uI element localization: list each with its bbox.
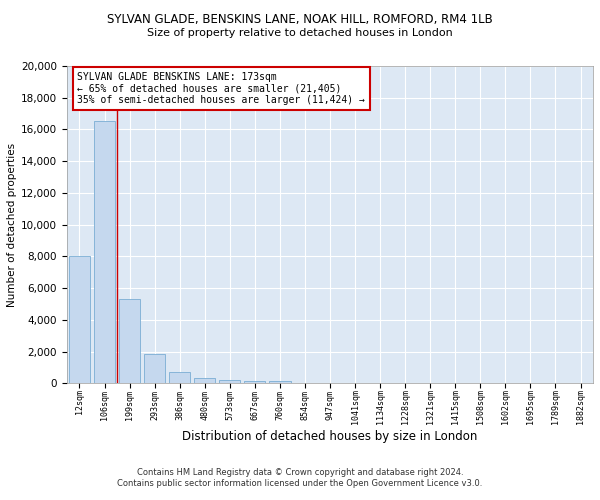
Bar	[69, 256, 90, 383]
X-axis label: Distribution of detached houses by size in London: Distribution of detached houses by size …	[182, 430, 478, 443]
Bar	[144, 354, 165, 383]
Bar	[119, 299, 140, 383]
Text: Contains HM Land Registry data © Crown copyright and database right 2024.
Contai: Contains HM Land Registry data © Crown c…	[118, 468, 482, 487]
Bar	[269, 381, 290, 383]
Bar	[169, 372, 190, 383]
Bar	[219, 380, 241, 383]
Text: SYLVAN GLADE BENSKINS LANE: 173sqm
← 65% of detached houses are smaller (21,405): SYLVAN GLADE BENSKINS LANE: 173sqm ← 65%…	[77, 72, 365, 106]
Bar	[94, 120, 115, 383]
Text: SYLVAN GLADE, BENSKINS LANE, NOAK HILL, ROMFORD, RM4 1LB: SYLVAN GLADE, BENSKINS LANE, NOAK HILL, …	[107, 12, 493, 26]
Y-axis label: Number of detached properties: Number of detached properties	[7, 142, 17, 306]
Text: Size of property relative to detached houses in London: Size of property relative to detached ho…	[147, 28, 453, 38]
Bar	[194, 378, 215, 383]
Bar	[244, 380, 265, 383]
